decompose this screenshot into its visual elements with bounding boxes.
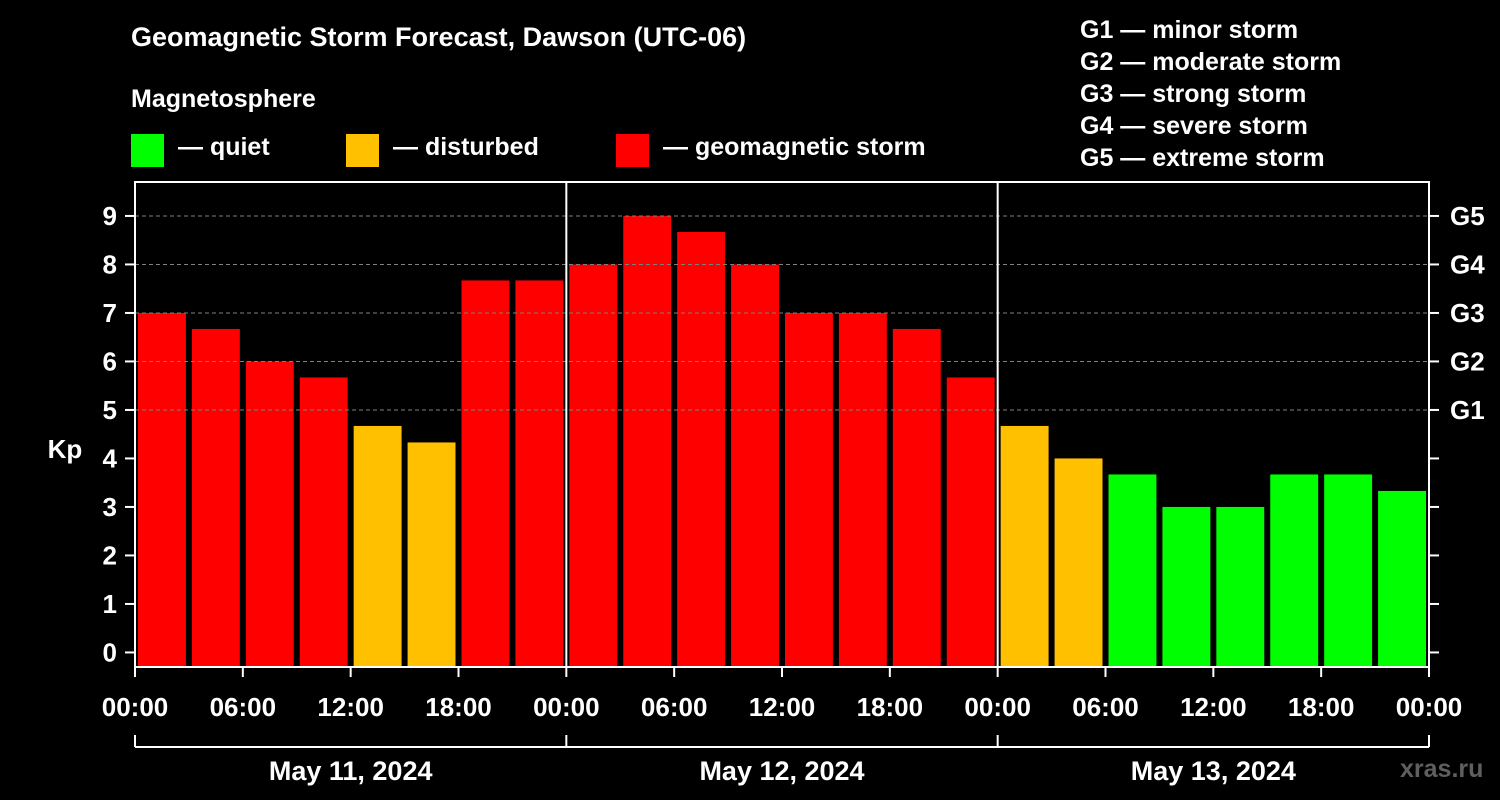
x-tick-label: 12:00 — [1180, 692, 1247, 722]
y-tick-label: 8 — [103, 249, 117, 279]
chart-title: Geomagnetic Storm Forecast, Dawson (UTC-… — [131, 22, 747, 52]
x-tick-label: 06:00 — [1072, 692, 1139, 722]
kp-bar — [515, 280, 564, 667]
kp-bar — [1216, 506, 1265, 667]
y-tick-label: 0 — [103, 637, 117, 667]
kp-bar — [677, 231, 726, 667]
legend-label-storm: — geomagnetic storm — [663, 132, 926, 161]
kp-bar — [299, 377, 348, 667]
x-tick-label: 06:00 — [641, 692, 708, 722]
kp-bar — [461, 280, 510, 667]
kp-bar — [353, 425, 402, 667]
kp-bar — [138, 312, 186, 667]
storm-level-label: G1 — [1450, 395, 1485, 425]
kp-bar — [946, 377, 995, 667]
kp-bar — [1378, 490, 1426, 667]
x-tick-label: 12:00 — [749, 692, 816, 722]
day-label: May 13, 2024 — [1131, 756, 1296, 786]
storm-scale-g1: G1 — minor storm — [1080, 16, 1299, 44]
kp-bar — [245, 361, 294, 667]
storm-scale-g4: G4 — severe storm — [1080, 112, 1308, 140]
y-tick-label: 7 — [103, 298, 117, 328]
storm-level-label: G4 — [1450, 249, 1485, 279]
x-tick-label: 12:00 — [317, 692, 384, 722]
y-axis-label: Kp — [48, 434, 83, 464]
kp-bar — [1270, 474, 1319, 667]
kp-bar — [1054, 458, 1103, 667]
x-tick-label: 06:00 — [210, 692, 277, 722]
y-tick-label: 6 — [103, 346, 117, 376]
kp-bar — [838, 312, 887, 667]
kp-bar — [191, 328, 240, 667]
x-tick-label: 18:00 — [1288, 692, 1355, 722]
legend-title: Magnetosphere — [131, 85, 316, 113]
y-tick-label: 9 — [103, 201, 117, 231]
storm-scale-g5: G5 — extreme storm — [1080, 144, 1325, 172]
y-tick-label: 1 — [103, 589, 117, 619]
x-tick-label: 00:00 — [533, 692, 600, 722]
kp-bar — [623, 215, 672, 667]
legend-item-storm: — geomagnetic storm — [616, 132, 926, 167]
x-tick-label: 00:00 — [1396, 692, 1463, 722]
legend-swatch-quiet — [131, 133, 164, 167]
kp-bar — [785, 312, 833, 667]
storm-scale-g2: G2 — moderate storm — [1080, 48, 1342, 76]
x-tick-label: 00:00 — [964, 692, 1031, 722]
y-tick-label: 3 — [103, 492, 117, 522]
kp-bar — [569, 264, 618, 667]
storm-level-label: G2 — [1450, 346, 1485, 376]
storm-scale-g3: G3 — strong storm — [1080, 80, 1307, 108]
kp-bar — [731, 264, 779, 667]
kp-bar — [1000, 425, 1049, 667]
legend-label-quiet: — quiet — [178, 132, 270, 161]
x-tick-label: 00:00 — [102, 692, 169, 722]
x-tick-label: 18:00 — [425, 692, 492, 722]
kp-bar — [407, 442, 456, 667]
day-label: May 12, 2024 — [699, 756, 864, 786]
kp-bar — [1108, 474, 1157, 667]
watermark: xras.ru — [1400, 755, 1484, 783]
legend-label-disturbed: — disturbed — [393, 132, 539, 161]
kp-bar — [1162, 506, 1211, 667]
legend-swatch-disturbed — [346, 133, 379, 167]
kp-bar — [892, 328, 941, 667]
legend-swatch-storm — [616, 133, 649, 167]
storm-scale-legend: G1 — minor storm G2 — moderate storm G3 … — [1080, 14, 1341, 174]
storm-level-label: G5 — [1450, 201, 1485, 231]
y-tick-label: 5 — [103, 395, 117, 425]
kp-bar — [1324, 474, 1373, 667]
day-label: May 11, 2024 — [269, 756, 433, 786]
y-tick-label: 4 — [103, 443, 118, 473]
legend-item-disturbed: — disturbed — [346, 132, 539, 167]
y-tick-label: 2 — [103, 540, 117, 570]
legend-item-quiet: — quiet — [131, 132, 270, 167]
storm-level-label: G3 — [1450, 298, 1485, 328]
x-tick-label: 18:00 — [857, 692, 924, 722]
